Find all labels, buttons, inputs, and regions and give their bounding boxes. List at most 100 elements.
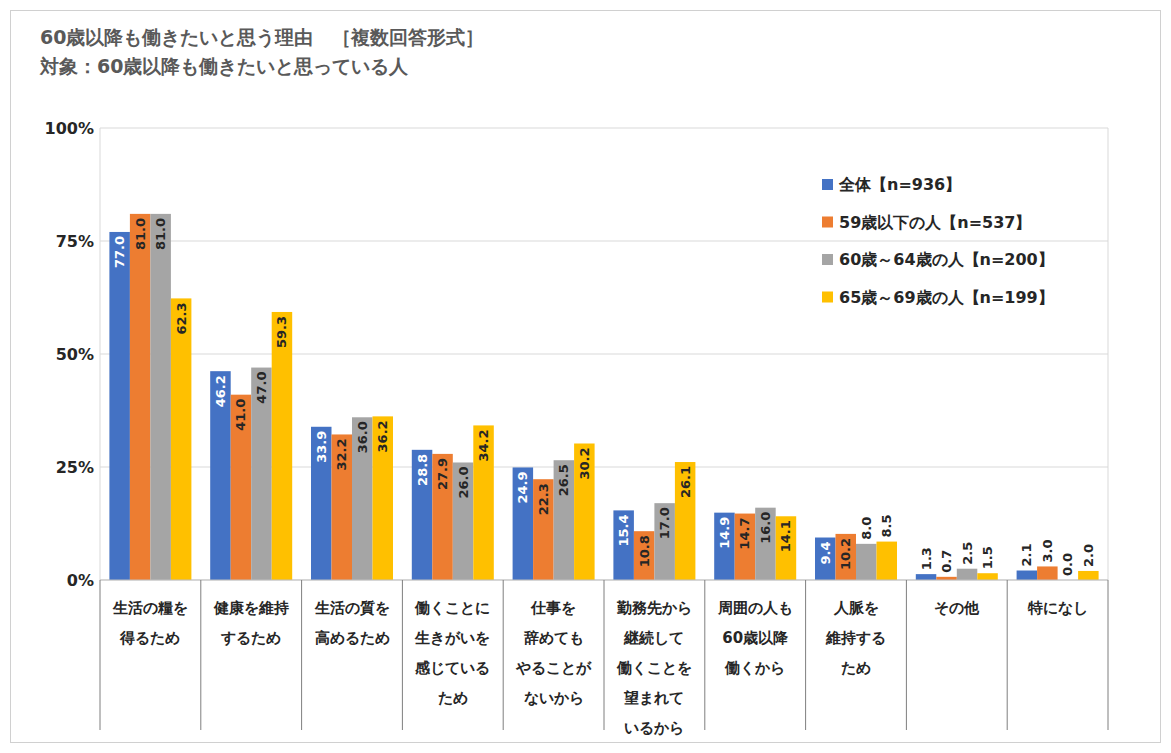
subtitle: 対象：60歳以降も働きたいと思っている人 <box>39 55 409 77</box>
category-label-line: 生活の質を <box>314 599 390 617</box>
legend-swatch <box>822 292 833 303</box>
tick-label: 0% <box>67 571 94 590</box>
bar <box>755 508 776 580</box>
bar <box>574 443 595 580</box>
bar <box>373 416 394 580</box>
bar <box>654 503 675 580</box>
data-label: 14.1 <box>778 520 793 552</box>
category-label-line: 働くことを <box>616 659 692 677</box>
data-label: 30.2 <box>577 447 592 479</box>
bar <box>1037 566 1058 580</box>
bar <box>412 450 433 580</box>
category-separator <box>704 580 705 730</box>
category-label: 生活の質を高めるため <box>314 599 390 647</box>
category-label-line: 60歳以降 <box>722 629 789 647</box>
bar <box>1078 571 1099 580</box>
category-label: その他 <box>934 599 980 617</box>
bar <box>130 214 151 580</box>
category-label-line: 感じている <box>414 659 490 677</box>
bar <box>332 434 353 580</box>
data-label: 2.1 <box>1019 543 1034 566</box>
category-label-line: 働くことに <box>414 599 490 617</box>
category-label-line: ため <box>841 659 871 677</box>
bar <box>171 298 192 580</box>
data-label: 10.2 <box>838 538 853 570</box>
category-separator <box>503 580 504 730</box>
bar <box>513 467 534 580</box>
data-label: 0.0 <box>1060 553 1075 576</box>
data-label: 77.0 <box>112 236 127 268</box>
category-label: 特になし <box>1027 599 1088 617</box>
data-label: 1.5 <box>980 546 995 569</box>
category-separator <box>100 580 101 730</box>
data-label: 9.4 <box>818 542 833 565</box>
bar <box>150 214 171 580</box>
category-label: 仕事を辞めてもやることがないから <box>515 599 592 707</box>
bar <box>877 542 898 580</box>
data-labels: 77.046.233.928.824.915.414.99.41.32.181.… <box>112 218 1096 576</box>
category-label: 健康を維持するため <box>213 599 289 647</box>
category-label-line: 周囲の人も <box>717 599 793 617</box>
data-label: 26.0 <box>456 466 471 498</box>
data-label: 46.2 <box>213 375 228 407</box>
bar <box>453 462 474 580</box>
category-label-line: やることが <box>515 659 592 677</box>
category-label-line: 高めるため <box>315 629 390 647</box>
category-label: 勤務先から継続して働くことを望まれているから <box>616 599 692 737</box>
tick-label: 100% <box>45 119 94 138</box>
legend-label: 59歳以下の人【n=537】 <box>839 213 1031 232</box>
tick-label: 50% <box>56 345 94 364</box>
legend-swatch <box>822 217 833 228</box>
bar <box>231 395 252 580</box>
data-label: 2.0 <box>1081 544 1096 567</box>
bar <box>473 425 494 580</box>
category-label-line: するため <box>220 629 281 647</box>
category-label-line: 勤務先から <box>616 599 692 617</box>
bar <box>856 544 877 580</box>
category-label-line: 得るため <box>119 629 180 647</box>
bar <box>714 513 735 580</box>
bar <box>776 516 797 580</box>
category-separator <box>200 580 201 730</box>
data-label: 16.0 <box>758 512 773 544</box>
legend-swatch <box>822 179 833 190</box>
bar <box>554 460 575 580</box>
data-label: 33.9 <box>314 431 329 463</box>
data-label: 1.3 <box>919 547 934 570</box>
grid-line <box>100 241 1108 242</box>
category-separator <box>1007 580 1008 730</box>
legend-label: 65歳～69歳の人【n=199】 <box>839 288 1054 307</box>
tick-label: 25% <box>56 458 94 477</box>
title: 60歳以降も働きたいと思う理由 ［複数回答形式］ <box>40 26 484 49</box>
data-label: 26.5 <box>556 464 571 496</box>
category-separator <box>906 580 907 730</box>
bar <box>210 371 231 580</box>
bar <box>675 462 696 580</box>
bar <box>352 417 373 580</box>
data-label: 81.0 <box>153 218 168 250</box>
legend-label: 全体【n=936】 <box>838 175 961 194</box>
category-label-line: 維持する <box>825 629 886 647</box>
bar <box>533 479 554 580</box>
category-label: 働くことに生きがいを感じているため <box>414 599 490 707</box>
data-label: 22.3 <box>536 483 551 515</box>
category-label-line: 働くから <box>724 659 785 677</box>
category-label-line: 望まれて <box>623 689 684 707</box>
category-label-line: 継続して <box>623 629 684 647</box>
bars <box>109 214 1098 580</box>
legend-label: 60歳～64歳の人【n=200】 <box>839 250 1054 269</box>
category-separator <box>604 580 605 730</box>
bar <box>272 312 293 580</box>
chart-frame <box>11 11 1161 743</box>
category-label-line: 人脈を <box>833 599 879 617</box>
category-label-line: ないから <box>524 689 584 707</box>
category-label-line: 辞めても <box>523 629 584 647</box>
category-separator <box>805 580 806 730</box>
category-label-line: 生活の糧を <box>112 599 188 617</box>
bar <box>836 534 857 580</box>
category-separator <box>301 580 302 730</box>
category-label: 生活の糧を得るため <box>112 599 188 647</box>
data-label: 17.0 <box>657 507 672 539</box>
category-label-line: ため <box>438 689 468 707</box>
category-separator <box>1108 580 1109 730</box>
